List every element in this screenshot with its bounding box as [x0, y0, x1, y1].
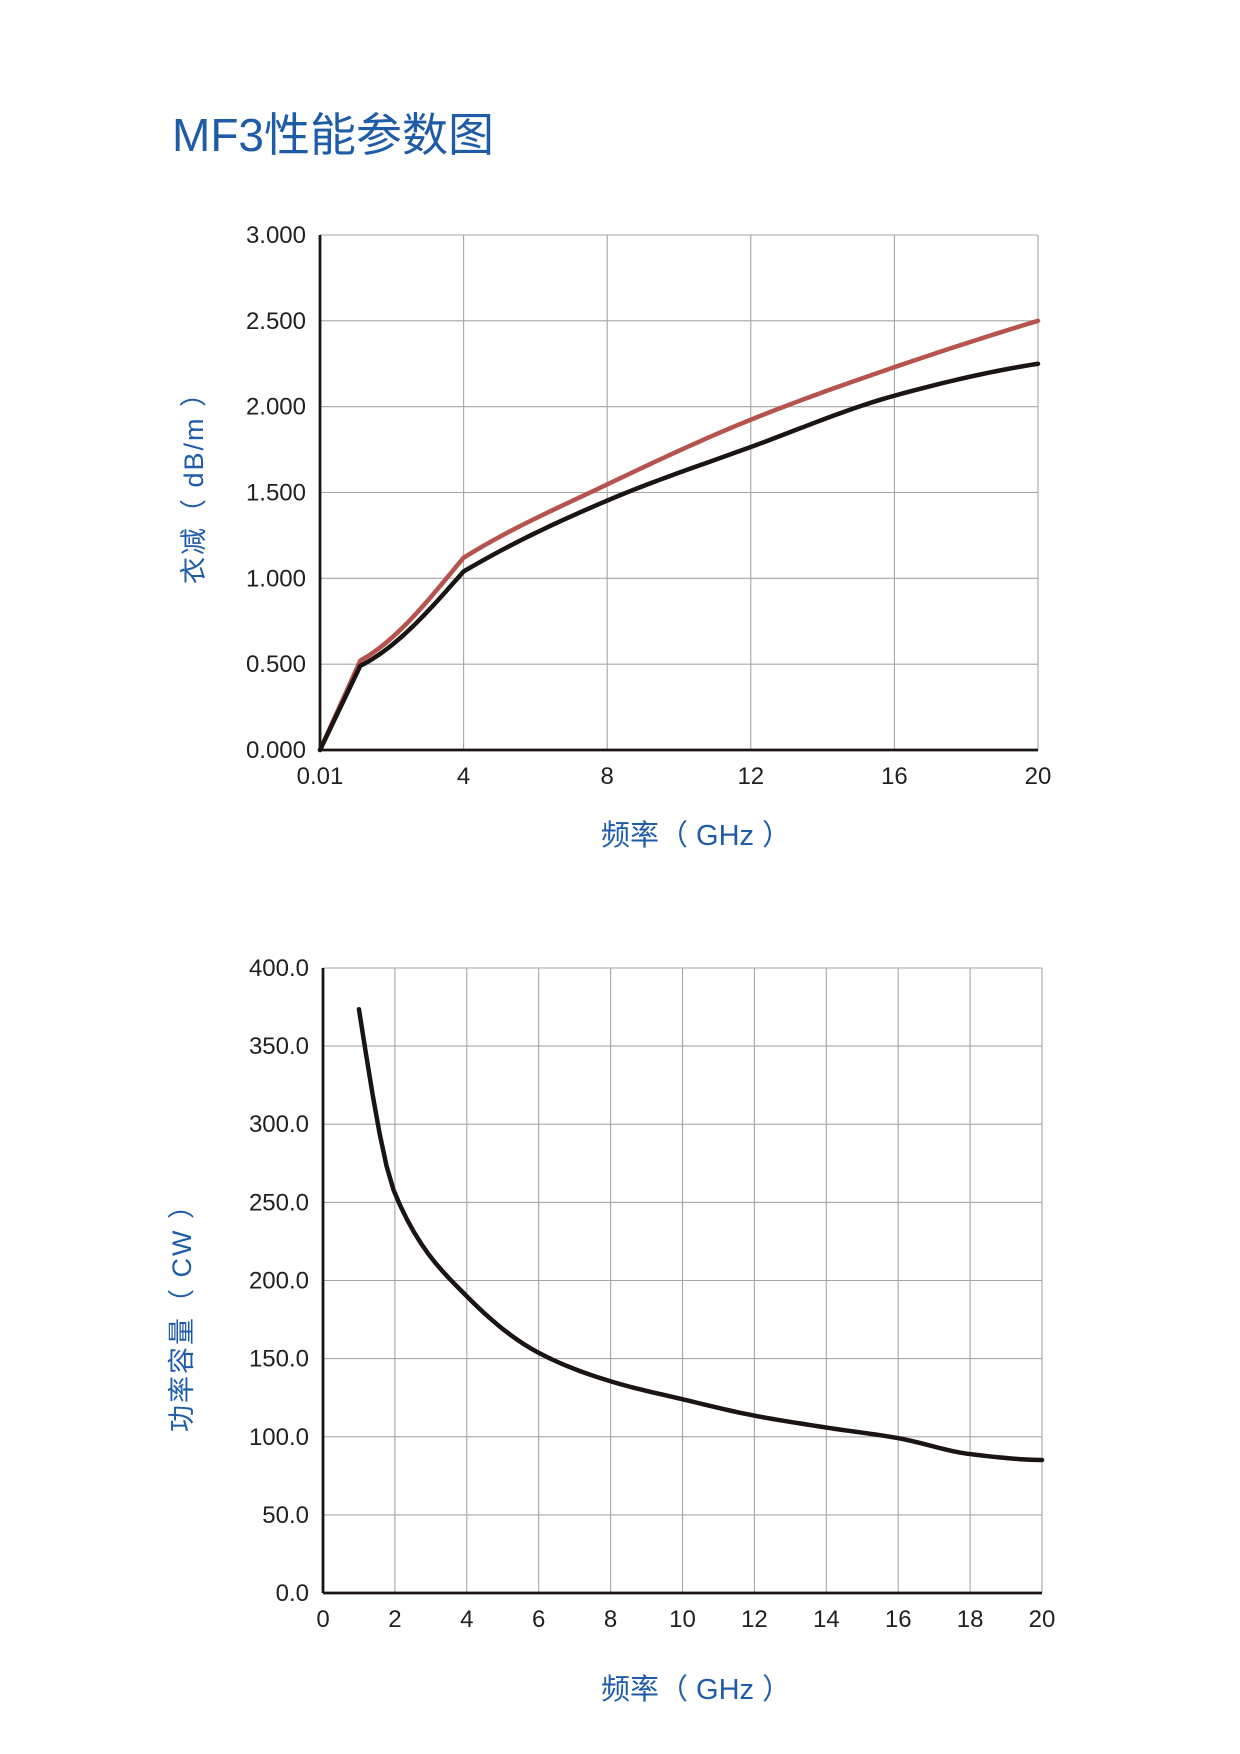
- svg-text:2: 2: [388, 1606, 401, 1633]
- svg-text:12: 12: [737, 763, 764, 790]
- svg-text:0.000: 0.000: [246, 737, 306, 764]
- svg-text:4: 4: [457, 763, 470, 790]
- svg-text:300.0: 300.0: [249, 1111, 309, 1138]
- svg-text:0: 0: [316, 1606, 329, 1633]
- svg-text:50.0: 50.0: [262, 1502, 309, 1529]
- svg-text:14: 14: [813, 1606, 840, 1633]
- svg-text:2.500: 2.500: [246, 308, 306, 335]
- svg-text:1.500: 1.500: [246, 480, 306, 507]
- svg-text:8: 8: [601, 763, 614, 790]
- svg-text:0.500: 0.500: [246, 651, 306, 678]
- svg-text:100.0: 100.0: [249, 1424, 309, 1451]
- svg-text:10: 10: [669, 1606, 696, 1633]
- svg-text:250.0: 250.0: [249, 1189, 309, 1216]
- svg-text:20: 20: [1025, 763, 1052, 790]
- svg-text:0.0: 0.0: [276, 1580, 309, 1607]
- svg-text:18: 18: [957, 1606, 984, 1633]
- svg-text:6: 6: [532, 1606, 545, 1633]
- svg-text:2.000: 2.000: [246, 394, 306, 421]
- svg-text:400.0: 400.0: [249, 955, 309, 982]
- svg-text:8: 8: [604, 1606, 617, 1633]
- svg-text:200.0: 200.0: [249, 1268, 309, 1295]
- svg-text:4: 4: [460, 1606, 473, 1633]
- svg-text:150.0: 150.0: [249, 1346, 309, 1373]
- svg-text:16: 16: [885, 1606, 912, 1633]
- svg-text:0.01: 0.01: [297, 763, 344, 790]
- svg-text:3.000: 3.000: [246, 222, 306, 249]
- svg-text:20: 20: [1029, 1606, 1056, 1633]
- svg-text:350.0: 350.0: [249, 1033, 309, 1060]
- svg-text:12: 12: [741, 1606, 768, 1633]
- svg-text:16: 16: [881, 763, 908, 790]
- svg-text:1.000: 1.000: [246, 565, 306, 592]
